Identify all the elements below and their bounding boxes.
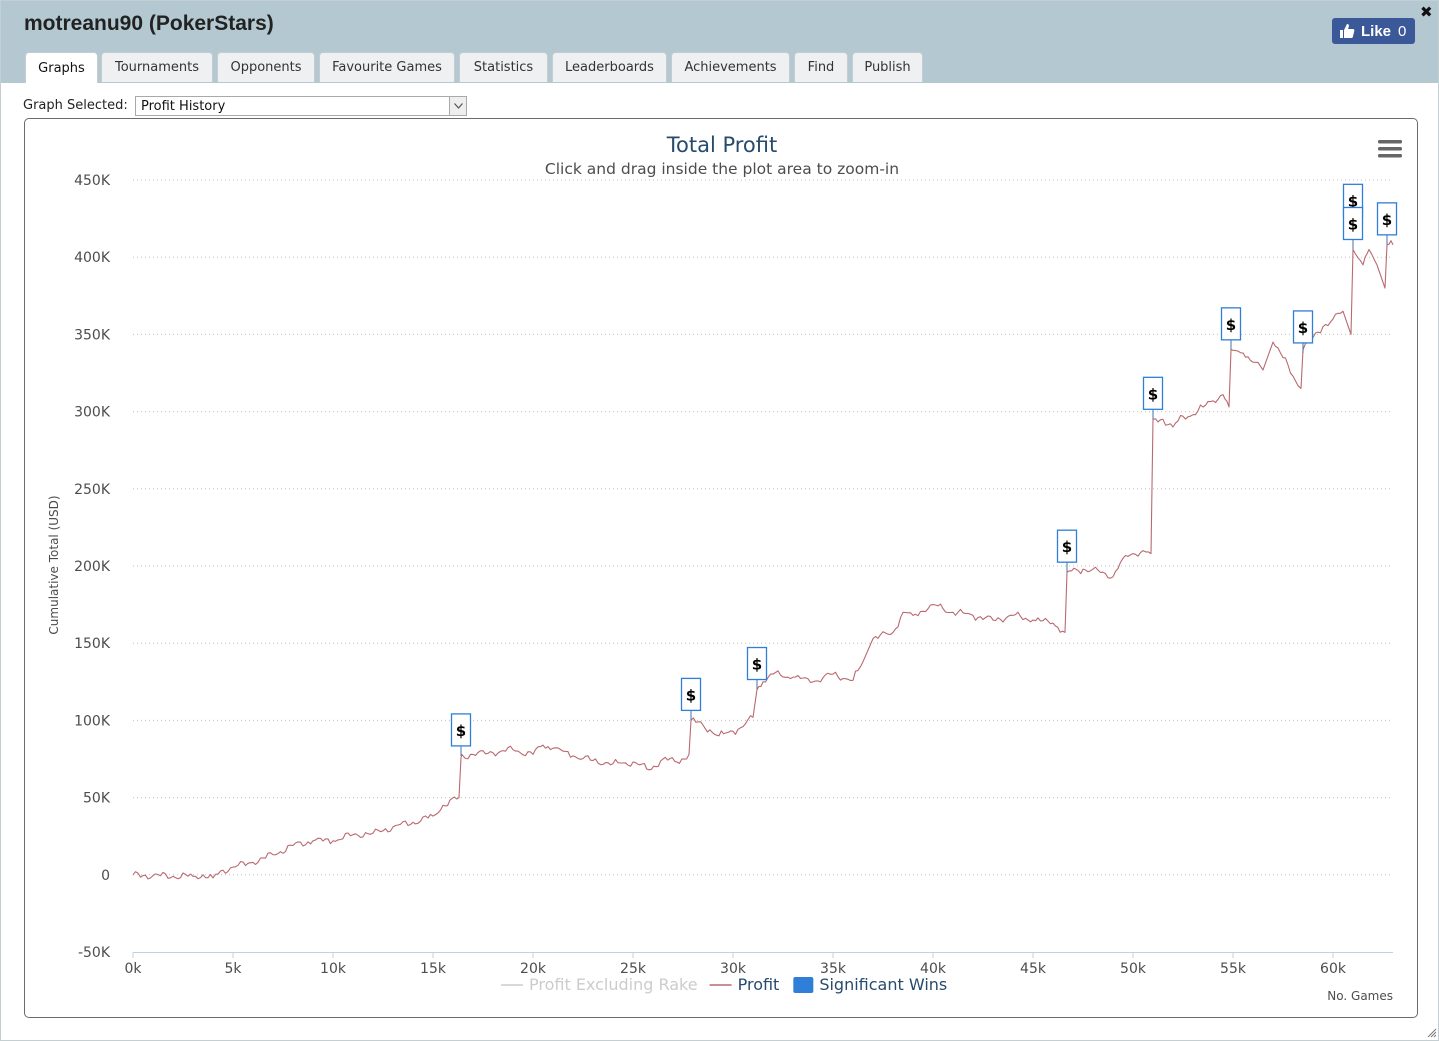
tab-favourite-games[interactable]: Favourite Games (319, 52, 455, 82)
significant-win-flag[interactable]: $ (450, 713, 472, 756)
tab-opponents[interactable]: Opponents (217, 52, 315, 82)
significant-win-flag[interactable]: $ (1342, 206, 1364, 250)
y-axis-title: Cumulative Total (USD) (47, 495, 61, 634)
x-tick-label: 55k (1220, 961, 1247, 977)
y-tick-label: 350K (74, 327, 111, 343)
tab-graphs[interactable]: Graphs (25, 52, 98, 83)
flag-label: $ (456, 722, 466, 740)
legend-label: Significant Wins (819, 975, 947, 994)
significant-win-flag[interactable]: $ (680, 677, 702, 721)
tab-publish[interactable]: Publish (852, 52, 923, 82)
flag-box (1142, 376, 1164, 410)
y-tick-label: 400K (74, 250, 111, 266)
significant-win-flag[interactable]: $ (1056, 529, 1078, 573)
chevron-down-icon (449, 97, 466, 115)
flag-label: $ (1226, 316, 1236, 334)
x-tick-label: 15k (420, 961, 447, 977)
x-tick-label: 0k (124, 961, 142, 977)
flag-box (746, 646, 768, 681)
flag-label: $ (1148, 385, 1158, 403)
significant-win-flag[interactable]: $ (1376, 202, 1398, 245)
flag-box (1342, 206, 1364, 241)
legend-box-symbol (793, 977, 814, 993)
profit-chart[interactable]: Total Profit Click and drag inside the p… (25, 119, 1418, 1018)
y-tick-label: 50K (83, 791, 111, 807)
chart-container: Total Profit Click and drag inside the p… (24, 118, 1418, 1018)
significant-win-flag[interactable]: $ (746, 646, 768, 690)
profit-series-line (132, 240, 1394, 880)
flag-box (1376, 202, 1398, 236)
flag-label: $ (1348, 192, 1358, 210)
tab-achievements[interactable]: Achievements (671, 52, 790, 82)
flag-label: $ (1382, 211, 1392, 229)
significant-win-flag[interactable]: $ (1220, 307, 1242, 350)
chart-title: Total Profit (666, 133, 778, 157)
x-tick-label: 40k (920, 961, 947, 977)
window-title: motreanu90 (PokerStars) (24, 12, 274, 35)
y-tick-label: -50K (78, 945, 111, 961)
x-tick-label: 25k (620, 961, 647, 977)
tab-leaderboards[interactable]: Leaderboards (552, 52, 667, 82)
flag-label: $ (752, 656, 762, 674)
thumbs-up-icon (1339, 23, 1355, 39)
resize-handle-icon[interactable] (1425, 1026, 1437, 1038)
flag-label: $ (1062, 538, 1072, 556)
x-tick-label: 20k (520, 961, 547, 977)
tab-statistics[interactable]: Statistics (459, 52, 548, 82)
tab-tournaments[interactable]: Tournaments (101, 52, 213, 82)
title-bar: motreanu90 (PokerStars) ✖ Like 0 Graphs … (1, 1, 1438, 83)
graph-selected-label: Graph Selected: (23, 98, 128, 113)
facebook-like-button[interactable]: Like 0 (1332, 18, 1415, 44)
flag-box (450, 713, 472, 747)
y-tick-label: 150K (74, 636, 111, 652)
legend-item[interactable]: Significant Wins (793, 975, 947, 994)
flag-box (680, 677, 702, 712)
y-tick-label: 200K (74, 559, 111, 575)
x-axis-title: No. Games (1327, 989, 1393, 1003)
x-tick-label: 10k (320, 961, 347, 977)
graph-select-dropdown[interactable]: Profit History (135, 96, 467, 116)
legend-item[interactable]: Profit (709, 975, 780, 994)
graph-select-value: Profit History (141, 99, 226, 114)
significant-win-flag[interactable]: $ (1292, 310, 1314, 353)
x-tick-label: 50k (1120, 961, 1147, 977)
flag-label: $ (686, 686, 696, 704)
y-tick-label: 250K (74, 482, 111, 498)
like-count: 0 (1398, 22, 1407, 40)
flag-box (1220, 307, 1242, 341)
legend-label: Profit (738, 975, 780, 994)
significant-win-flag[interactable]: $ (1142, 376, 1164, 420)
x-tick-label: 45k (1020, 961, 1047, 977)
flag-box (1292, 310, 1314, 344)
chart-subtitle: Click and drag inside the plot area to z… (545, 160, 899, 178)
y-tick-label: 450K (74, 173, 111, 189)
x-tick-label: 60k (1320, 961, 1347, 977)
x-tick-label: 30k (720, 961, 747, 977)
y-tick-label: 100K (74, 713, 111, 729)
x-tick-label: 5k (224, 961, 242, 977)
menu-icon[interactable] (1378, 140, 1402, 158)
x-tick-label: 35k (820, 961, 847, 977)
y-tick-label: 300K (74, 405, 111, 421)
legend-item[interactable]: Profit Excluding Rake (501, 975, 698, 994)
flag-label: $ (1298, 319, 1308, 337)
tab-find[interactable]: Find (794, 52, 848, 82)
legend-label: Profit Excluding Rake (529, 975, 698, 994)
flag-label: $ (1348, 215, 1358, 233)
close-icon[interactable]: ✖ (1420, 3, 1433, 21)
flag-box (1056, 529, 1078, 563)
like-label: Like (1361, 22, 1392, 40)
y-tick-label: 0 (101, 868, 110, 884)
